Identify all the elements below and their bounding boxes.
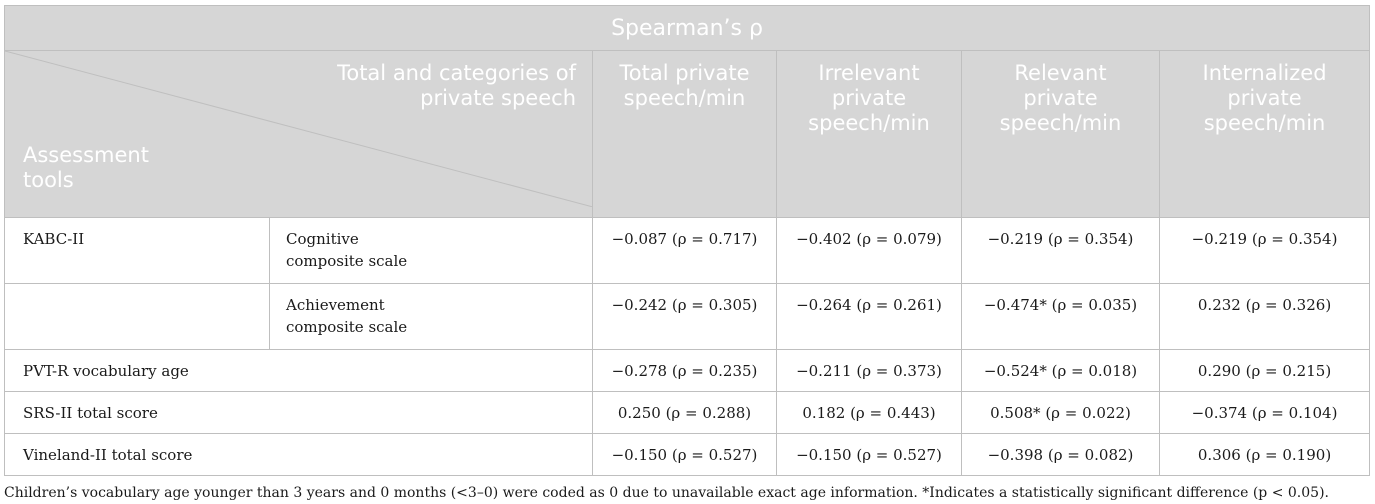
table-cell: −0.398 (ρ = 0.082) bbox=[961, 433, 1160, 476]
table-cell: 0.182 (ρ = 0.443) bbox=[776, 391, 962, 434]
table-cell: 0.232 (ρ = 0.326) bbox=[1158, 283, 1371, 350]
table-row: Vineland-II total score −0.150 (ρ = 0.52… bbox=[4, 433, 1371, 476]
header-row-top: Spearman’s ρ bbox=[3, 5, 1371, 51]
table-row: PVT-R vocabulary age −0.278 (ρ = 0.235) … bbox=[4, 349, 1371, 392]
table-cell: −0.278 (ρ = 0.235) bbox=[592, 349, 777, 392]
correlation-table-container: Spearman’s ρ Total and categories of pri… bbox=[3, 5, 1371, 501]
table-cell: −0.211 (ρ = 0.373) bbox=[776, 349, 962, 392]
row-sublabel: Achievement composite scale bbox=[269, 283, 593, 350]
row-label: SRS-II total score bbox=[4, 391, 593, 434]
table-cell: 0.290 (ρ = 0.215) bbox=[1158, 349, 1371, 392]
table-cell: −0.264 (ρ = 0.261) bbox=[776, 283, 962, 350]
table-row: SRS-II total score 0.250 (ρ = 0.288) 0.1… bbox=[4, 391, 1371, 434]
table-cell: −0.402 (ρ = 0.079) bbox=[776, 217, 962, 284]
spearman-header: Spearman’s ρ bbox=[3, 5, 1371, 51]
corner-bottom-label: Assessment tools bbox=[23, 143, 149, 192]
table-cell: −0.242 (ρ = 0.305) bbox=[592, 283, 777, 350]
col-header-total: Total private speech/min bbox=[592, 50, 777, 218]
col-header-internalized: Internalized private speech/min bbox=[1158, 50, 1371, 218]
table-cell: −0.150 (ρ = 0.527) bbox=[592, 433, 777, 476]
row-label: Vineland-II total score bbox=[4, 433, 593, 476]
table-cell: −0.374 (ρ = 0.104) bbox=[1158, 391, 1371, 434]
table-footnote: Children’s vocabulary age younger than 3… bbox=[4, 485, 1329, 501]
col-header-irrelevant: Irrelevant private speech/min bbox=[776, 50, 962, 218]
correlation-table: Spearman’s ρ Total and categories of pri… bbox=[3, 5, 1371, 476]
header-row-columns: Total and categories of private speech A… bbox=[4, 50, 1371, 218]
table-cell: −0.150 (ρ = 0.527) bbox=[776, 433, 962, 476]
row-label: PVT-R vocabulary age bbox=[4, 349, 593, 392]
table-cell: −0.474* (ρ = 0.035) bbox=[961, 283, 1160, 350]
table-cell: −0.219 (ρ = 0.354) bbox=[961, 217, 1160, 284]
table-cell: −0.524* (ρ = 0.018) bbox=[961, 349, 1160, 392]
table-row: Achievement composite scale −0.242 (ρ = 0… bbox=[4, 283, 1371, 350]
table-cell: 0.250 (ρ = 0.288) bbox=[592, 391, 777, 434]
row-label: KABC-II bbox=[4, 217, 270, 284]
table-cell: 0.508* (ρ = 0.022) bbox=[961, 391, 1160, 434]
row-label bbox=[4, 283, 270, 350]
table-row: KABC-II Cognitive composite scale −0.087 … bbox=[4, 217, 1371, 284]
row-sublabel: Cognitive composite scale bbox=[269, 217, 593, 284]
col-header-relevant: Relevant private speech/min bbox=[961, 50, 1160, 218]
diagonal-line bbox=[5, 51, 593, 207]
table-cell: 0.306 (ρ = 0.190) bbox=[1158, 433, 1371, 476]
table-cell: −0.219 (ρ = 0.354) bbox=[1158, 217, 1371, 284]
table-cell: −0.087 (ρ = 0.717) bbox=[592, 217, 777, 284]
diagonal-corner-header: Total and categories of private speech A… bbox=[4, 50, 593, 218]
corner-top-label: Total and categories of private speech bbox=[337, 61, 576, 110]
